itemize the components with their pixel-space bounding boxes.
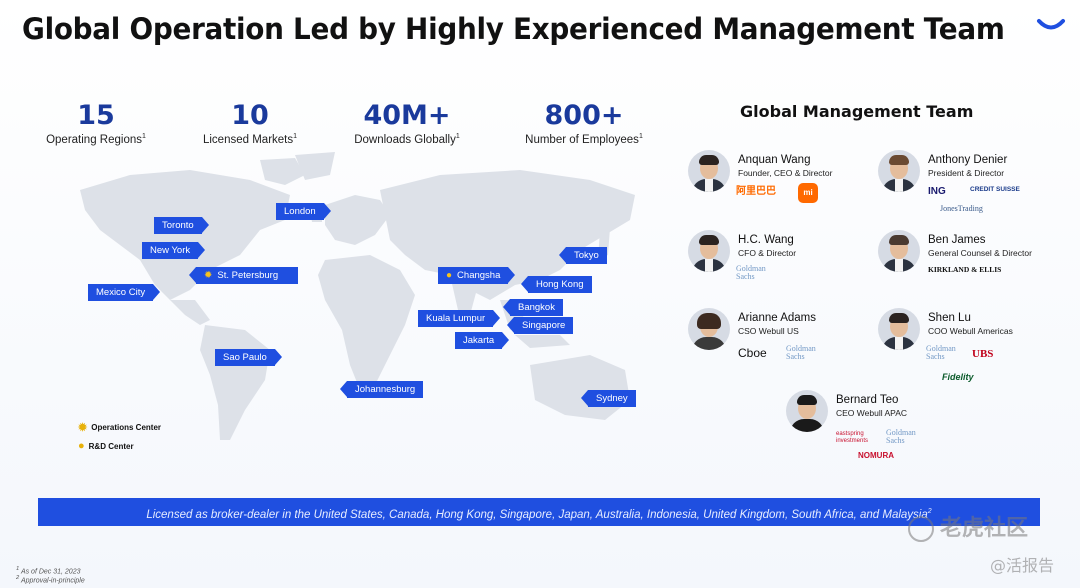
stat-markets: 10 Licensed Markets1 [200,100,300,146]
alibaba-logo: 阿里巴巴 [736,186,776,197]
member-role: CEO Webull APAC [836,408,908,418]
goldman-sachs-logo: Goldman Sachs [786,344,816,361]
gear-icon: ✹ [204,270,213,281]
goldman-sachs-logo: Goldman Sachs [736,264,766,281]
goldman-sachs-logo: Goldman Sachs [886,428,916,445]
ing-logo: ING [928,186,946,197]
team-member-arianne-adams: Arianne Adams CSO Webull US Cboe Goldman… [688,308,868,368]
lightbulb-icon: ● [78,440,85,452]
page-title: Global Operation Led by Highly Experienc… [22,12,1005,46]
location-jakarta: Jakarta [455,332,510,349]
location-hong-kong: Hong Kong [521,276,592,293]
avatar [688,150,730,192]
gear-icon: ✹ [78,422,88,434]
location-singapore: Singapore [506,317,574,334]
member-logos: Goldman Sachs [736,261,876,289]
jonestrading-logo: JonesTrading [940,204,983,213]
watermark-sub: @活报告 [990,556,1055,575]
team-member-anquan-wang: Anquan Wang Founder, CEO & Director 阿里巴巴… [688,150,868,210]
member-role: President & Director [928,168,1005,178]
member-name: Shen Lu [928,312,971,324]
team-member-anthony-denier: Anthony Denier President & Director ING … [878,150,1058,213]
stat-downloads: 40M+ Downloads Globally1 [354,100,460,146]
member-role: CSO Webull US [738,326,799,336]
footnote-2: 2 Approval-in-principle [16,575,85,585]
member-name: Arianne Adams [738,312,816,324]
member-role: COO Webull Americas [928,326,1013,336]
eastspring-logo: eastspring investments [836,431,869,444]
webull-logo-icon [1037,19,1065,30]
member-logos: KIRKLAND & ELLIS [926,261,1066,289]
goldman-sachs-logo: Goldman Sachs [926,344,956,361]
avatar [878,150,920,192]
location-st-petersburg: ✹ St. Petersburg [189,267,298,284]
member-name: Anthony Denier [928,154,1008,166]
member-name: Anquan Wang [738,154,811,166]
member-role: General Counsel & Director [928,248,1032,258]
stat-value: 15 [77,100,115,131]
avatar [878,230,920,272]
stat-label: Operating Regions1 [46,133,146,146]
team-heading: Global Management Team [740,102,974,121]
stat-value: 800+ [544,100,624,131]
lightbulb-icon: ● [446,270,453,281]
location-changsha: ● Changsha [438,267,516,284]
fidelity-logo: Fidelity [942,372,974,382]
member-name: Bernard Teo [836,394,899,406]
stat-employees: 800+ Number of Employees1 [524,100,644,146]
credit-suisse-logo: CREDIT SUISSE [970,186,1020,193]
footnote-1: 1 As of Dec 31, 2023 [16,566,81,576]
legend-operations: ✹ Operations Center [78,422,162,434]
xiaomi-logo: mi [798,183,818,203]
member-logos: 阿里巴巴 mi [736,181,876,209]
location-bangkok: Bangkok [503,299,563,316]
location-johannesburg: Johannesburg [339,381,424,398]
location-sao-paulo: Sao Paulo [215,349,282,366]
member-role: Founder, CEO & Director [738,168,833,178]
stat-label: Number of Employees1 [525,133,643,146]
legend-rd: ● R&D Center [78,440,134,452]
team-member-ben-james: Ben James General Counsel & Director KIR… [878,230,1058,290]
tiger-icon [908,516,934,542]
kirkland-ellis-logo: KIRKLAND & ELLIS [928,265,1002,274]
location-tokyo: Tokyo [559,247,607,264]
stat-label: Downloads Globally1 [354,133,460,146]
stat-value: 10 [231,100,269,131]
member-logos: Cboe Goldman Sachs [736,339,876,367]
stat-label: Licensed Markets1 [202,133,298,146]
cboe-logo: Cboe [738,346,767,360]
avatar [786,390,828,432]
member-role: CFO & Director [738,248,797,258]
member-logos: Goldman Sachs UBS Fidelity [926,339,1066,382]
location-kuala-lumpur: Kuala Lumpur [418,310,501,327]
team-member-shen-lu: Shen Lu COO Webull Americas Goldman Sach… [878,308,1058,382]
stat-value: 40M+ [363,100,451,131]
member-name: H.C. Wang [738,234,794,246]
location-sydney: Sydney [581,390,636,407]
watermark-main: 老虎社区 [908,510,1028,542]
location-london: London [276,203,331,220]
licensing-banner: Licensed as broker-dealer in the United … [38,498,1040,526]
location-mexico-city: Mexico City [88,284,161,301]
ubs-logo: UBS [972,348,994,360]
avatar [688,230,730,272]
stat-regions: 15 Operating Regions1 [46,100,146,146]
location-toronto: Toronto [154,217,209,234]
member-logos: eastspring investments Goldman Sachs NOM… [834,421,974,460]
team-member-hc-wang: H.C. Wang CFO & Director Goldman Sachs [688,230,868,290]
avatar [878,308,920,350]
location-new-york: New York [142,242,206,259]
member-logos: ING CREDIT SUISSE JonesTrading [926,181,1066,212]
avatar [688,308,730,350]
nomura-logo: NOMURA [858,451,894,460]
team-member-bernard-teo: Bernard Teo CEO Webull APAC eastspring i… [786,390,966,460]
member-name: Ben James [928,234,986,246]
